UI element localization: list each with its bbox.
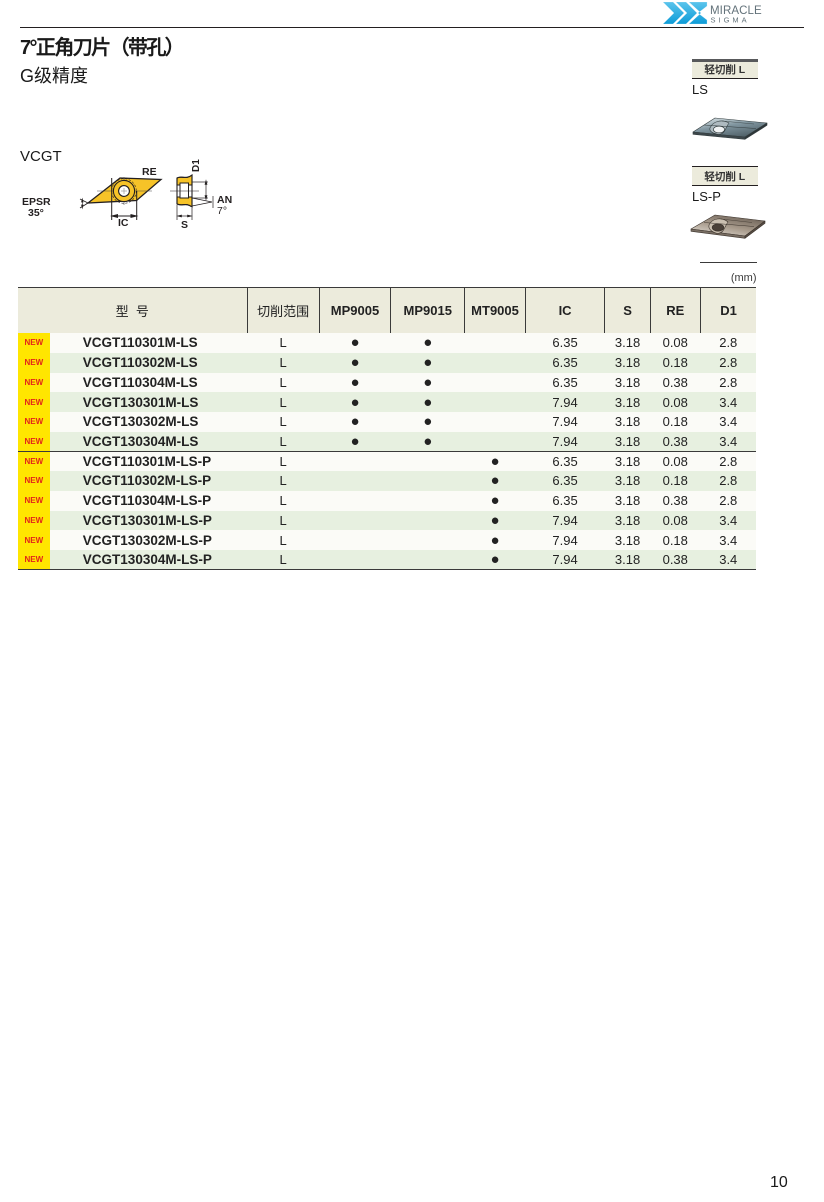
svg-text:S: S (181, 219, 188, 231)
svg-text:7°: 7° (217, 205, 227, 217)
svg-text:D1: D1 (191, 159, 202, 172)
svg-text:RE: RE (142, 166, 157, 178)
svg-text:SIGMA: SIGMA (711, 15, 750, 24)
svg-text:35°: 35° (28, 207, 44, 219)
svg-text:IC: IC (118, 217, 129, 229)
